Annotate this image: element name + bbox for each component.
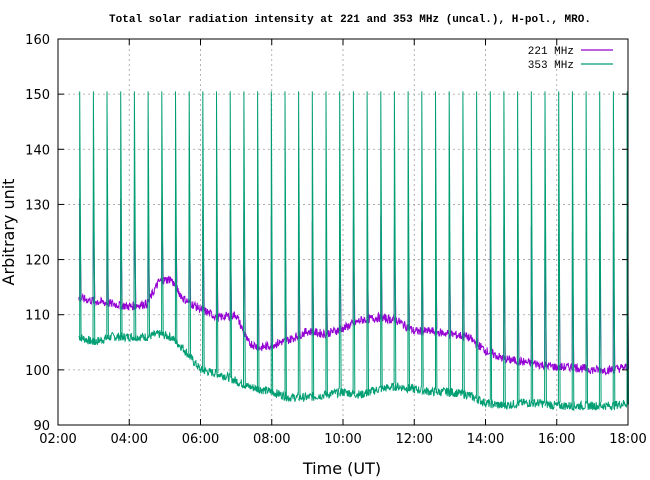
y-tick-label: 160 [25,33,50,48]
grid-lines [58,39,628,425]
y-tick-label: 120 [25,254,50,269]
legend: 221 MHz 353 MHz [528,46,613,72]
y-tick-label: 130 [25,198,50,213]
x-tick-label: 10:00 [324,432,361,447]
series-353-mhz [78,91,630,412]
x-tick-labels: 02:00 04:00 06:00 08:00 10:00 12:00 14:00 16:00… [39,39,647,447]
x-tick-label: 12:00 [396,432,433,447]
chart-title: Total solar radiation intensity at 221 a… [109,14,591,26]
y-tick-label: 150 [25,88,50,103]
y-tick-label: 140 [25,143,50,158]
plot-frame [57,38,629,426]
series-353-line [78,91,630,412]
x-tick-label: 04:00 [111,432,148,447]
legend-label-353: 353 MHz [528,60,574,72]
legend-label-221: 221 MHz [528,46,574,58]
x-tick-label: 14:00 [467,432,504,447]
x-tick-label: 06:00 [182,432,219,447]
y-tick-labels: 90 100 110 120 130 140 150 160 [25,33,628,434]
x-tick-label: 16:00 [538,432,575,447]
y-tick-label: 90 [33,419,50,434]
y-tick-label: 110 [25,309,50,324]
x-axis-label: Time (UT) [302,459,381,478]
y-tick-label: 100 [25,364,50,379]
y-axis-label: Arbitrary unit [0,179,18,286]
x-tick-label: 08:00 [253,432,290,447]
x-tick-label: 18:00 [609,432,646,447]
x-tick-label: 02:00 [39,432,76,447]
